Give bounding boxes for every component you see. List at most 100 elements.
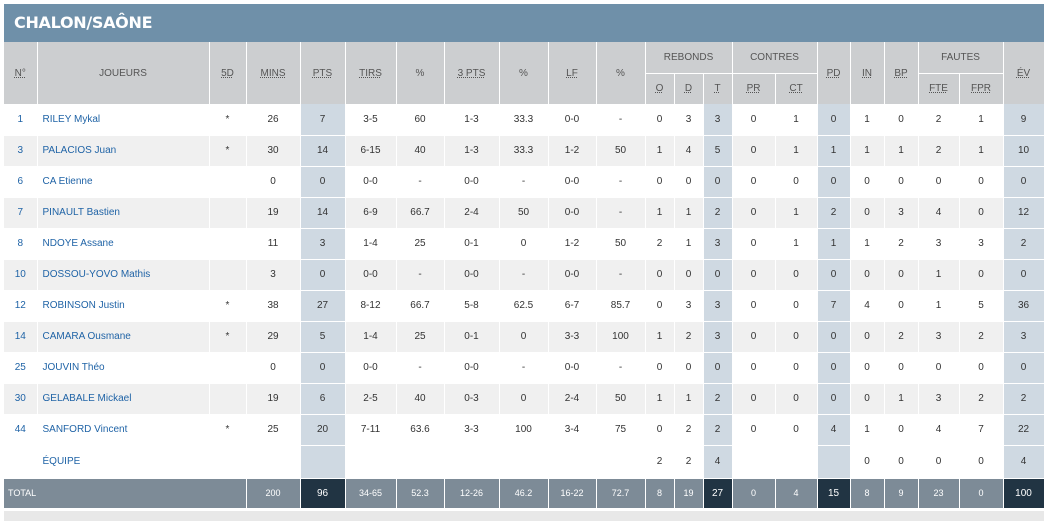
stat-ct: 1 — [775, 197, 818, 229]
player-name-link[interactable]: JOUVIN Théo — [42, 362, 105, 373]
col-header-reb-t[interactable]: T — [703, 73, 733, 104]
stat-in: 0 — [850, 197, 885, 229]
team-stat-three-pct — [499, 445, 549, 479]
player-number-link[interactable]: 6 — [17, 176, 24, 187]
player-name-link[interactable]: DOSSOU-YOVO Mathis — [42, 269, 151, 280]
col-header-lf[interactable]: LF — [548, 42, 597, 104]
stat-o: 0 — [645, 290, 675, 322]
player-name-link[interactable]: ROBINSON Justin — [42, 300, 125, 311]
stat-in: 1 — [850, 228, 885, 260]
col-header-pts[interactable]: PTS — [300, 42, 346, 104]
total-stat-three: 12-26 — [444, 478, 500, 509]
stat-o: 1 — [645, 383, 675, 415]
total-stat-fpr: 0 — [959, 478, 1004, 509]
stat-three-pct: 0 — [499, 383, 549, 415]
player-name-link[interactable]: CA Etienne — [42, 176, 93, 187]
col-header-mins[interactable]: MINS — [246, 42, 301, 104]
stat-o: 0 — [645, 166, 675, 198]
table-row: 3 PALACIOS Juan * 30 14 6-15 40 1-3 33.3 1-2 50 1 4 5… — [4, 135, 1045, 167]
player-number-link[interactable]: 3 — [17, 145, 24, 156]
stat-ct: 0 — [775, 259, 818, 291]
player-number-link[interactable]: 44 — [14, 424, 26, 435]
player-number-link[interactable]: 14 — [14, 331, 26, 342]
player-number-link[interactable]: 30 — [14, 393, 26, 404]
team-name-cell: ÉQUIPE — [37, 445, 210, 479]
table-row: 14 CAMARA Ousmane * 29 5 1-4 25 0-1 0 3-3 100 1 2 3 0 0… — [4, 321, 1045, 353]
col-header-fpr[interactable]: FPR — [959, 73, 1004, 104]
player-number-link[interactable]: 7 — [17, 207, 24, 218]
player-number-link[interactable]: 8 — [17, 238, 24, 249]
stat-ct: 0 — [775, 321, 818, 353]
stat-bp: 0 — [884, 290, 919, 322]
total-stat-ev: 100 — [1003, 478, 1045, 509]
stat-t: 0 — [703, 166, 733, 198]
team-stat-num — [4, 445, 38, 479]
stat-pd: 0 — [817, 321, 851, 353]
player-number-link[interactable]: 25 — [14, 362, 26, 373]
stat-in: 0 — [850, 166, 885, 198]
col-header-fte[interactable]: FTE — [918, 73, 960, 104]
player-name-link[interactable]: RILEY Mykal — [42, 113, 101, 125]
stat-ct: 1 — [775, 104, 818, 136]
stat-tirs-pct: 63.6 — [396, 414, 445, 446]
stat-lf-pct: 75 — [596, 414, 646, 446]
player-name-link[interactable]: NDOYE Assane — [42, 238, 114, 249]
stat-mins: 0 — [246, 166, 301, 198]
stat-lf: 1-2 — [548, 228, 597, 260]
col-header-in[interactable]: IN — [850, 42, 885, 104]
stat-fpr: 7 — [959, 414, 1004, 446]
stat-pd: 1 — [817, 228, 851, 260]
stat-ev: 10 — [1003, 135, 1045, 167]
stat-tirs: 6-15 — [345, 135, 397, 167]
col-header-player: JOUEURS — [37, 42, 210, 104]
player-name-link[interactable]: GELABALE Mickael — [42, 393, 132, 404]
team-name-link[interactable]: ÉQUIPE — [42, 456, 81, 467]
stat-pts: 14 — [300, 135, 346, 167]
stat-lf-pct: 50 — [596, 383, 646, 415]
stat-pr: 0 — [732, 352, 776, 384]
stat-pts: 0 — [300, 166, 346, 198]
col-header-bp[interactable]: BP — [884, 42, 919, 104]
stat-ev: 2 — [1003, 383, 1045, 415]
stat-o: 0 — [645, 259, 675, 291]
col-header-reb-d[interactable]: D — [674, 73, 704, 104]
player-number: 6 — [4, 166, 38, 198]
stat-tirs-pct: - — [396, 166, 445, 198]
player-number-link[interactable]: 10 — [14, 269, 26, 280]
stat-starter — [209, 228, 247, 260]
stat-ev: 36 — [1003, 290, 1045, 322]
stat-lf: 0-0 — [548, 197, 597, 229]
stat-bp: 1 — [884, 383, 919, 415]
col-header-ct[interactable]: CT — [775, 73, 818, 104]
col-header-pd[interactable]: PD — [817, 42, 851, 104]
stat-pts: 27 — [300, 290, 346, 322]
player-number-link[interactable]: 1 — [17, 113, 24, 125]
player-number-link[interactable]: 12 — [14, 300, 26, 311]
stat-starter: * — [209, 135, 247, 167]
stat-three: 3-3 — [444, 414, 500, 446]
stat-lf: 0-0 — [548, 166, 597, 198]
stat-lf: 0-0 — [548, 259, 597, 291]
stat-d: 1 — [674, 383, 704, 415]
stat-three: 0-3 — [444, 383, 500, 415]
player-name-link[interactable]: PINAULT Bastien — [42, 207, 120, 218]
col-header-tirs[interactable]: TIRS — [345, 42, 397, 104]
col-header-starter[interactable]: 5D — [209, 42, 247, 104]
col-header-three[interactable]: 3 PTS — [444, 42, 500, 104]
col-header-reb-o[interactable]: O — [645, 73, 675, 104]
col-header-num[interactable]: N° — [4, 42, 38, 104]
col-header-ev[interactable]: ÉV — [1003, 42, 1045, 104]
stat-lf: 3-4 — [548, 414, 597, 446]
stat-o: 1 — [645, 135, 675, 167]
stat-t: 3 — [703, 321, 733, 353]
stat-pd: 0 — [817, 104, 851, 136]
stat-three-pct: 33.3 — [499, 104, 549, 136]
col-header-pr[interactable]: PR — [732, 73, 776, 104]
stat-tirs-pct: 25 — [396, 321, 445, 353]
team-stat-tirs-pct — [396, 445, 445, 479]
player-name-link[interactable]: PALACIOS Juan — [42, 145, 117, 156]
player-name-link[interactable]: SANFORD Vincent — [42, 424, 128, 435]
player-name-link[interactable]: CAMARA Ousmane — [42, 331, 131, 342]
player-name: ROBINSON Justin — [37, 290, 210, 322]
total-stat-pts: 96 — [300, 478, 346, 509]
